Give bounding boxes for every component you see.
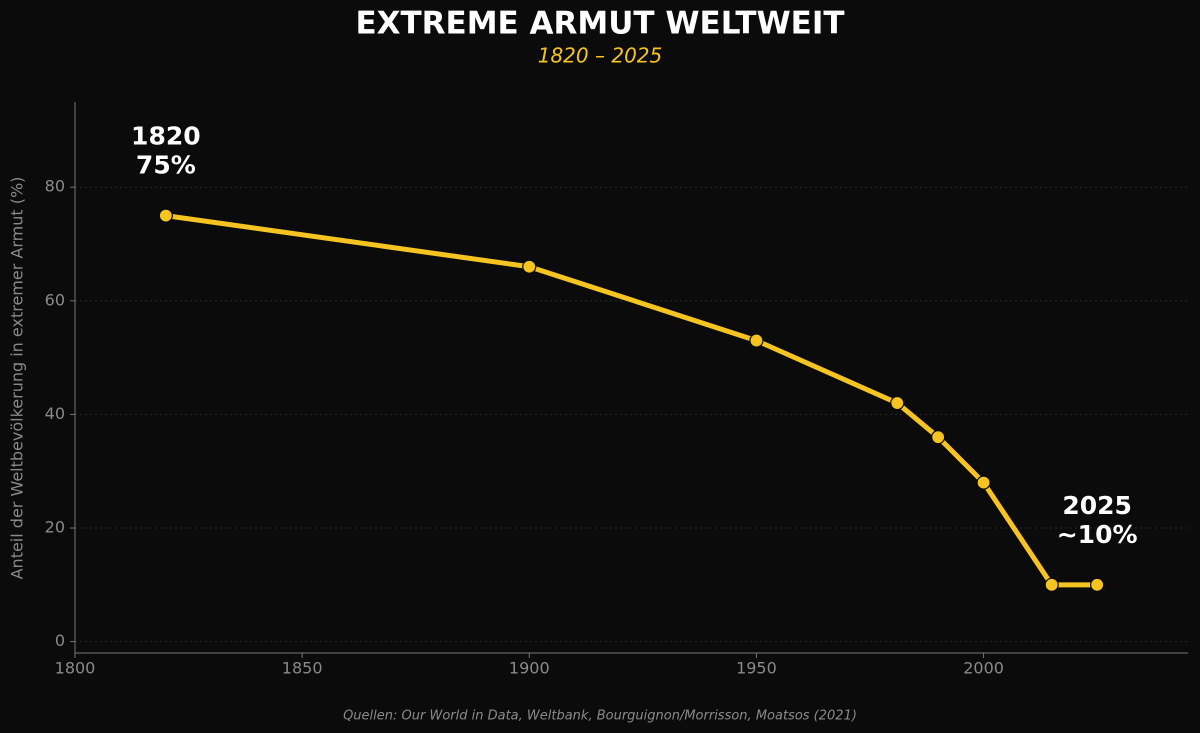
data-point: [158, 208, 173, 223]
x-tick-label: 1900: [509, 659, 550, 678]
data-line: [165, 213, 1098, 588]
annotation: 2025: [1062, 491, 1132, 520]
y-axis-label: Anteil der Weltbevölkerung in extremer A…: [8, 177, 27, 580]
data-point: [1044, 577, 1059, 592]
y-tick-label: 40: [45, 404, 65, 423]
data-point: [890, 395, 905, 411]
data-point: [749, 333, 764, 348]
data-point: [931, 430, 946, 445]
annotation: 75%: [136, 151, 196, 180]
x-tick-label: 1800: [55, 659, 96, 678]
y-tick-label: 0: [55, 631, 65, 650]
data-point: [1090, 577, 1105, 592]
x-tick-label: 1950: [736, 659, 777, 678]
annotation: ~10%: [1057, 520, 1138, 549]
data-point: [976, 475, 991, 490]
y-tick-label: 60: [45, 290, 65, 309]
data-point: [522, 259, 537, 274]
y-tick-label: 20: [45, 518, 65, 537]
chart-subtitle: 1820 – 2025: [538, 44, 663, 68]
source-note: Quellen: Our World in Data, Weltbank, Bo…: [343, 709, 857, 724]
y-tick-label: 80: [45, 177, 65, 196]
x-tick-label: 1850: [282, 659, 323, 678]
annotation: 1820: [131, 122, 201, 151]
x-tick-label: 2000: [963, 659, 1004, 678]
chart-title: EXTREME ARMUT WELTWEIT: [355, 6, 844, 42]
